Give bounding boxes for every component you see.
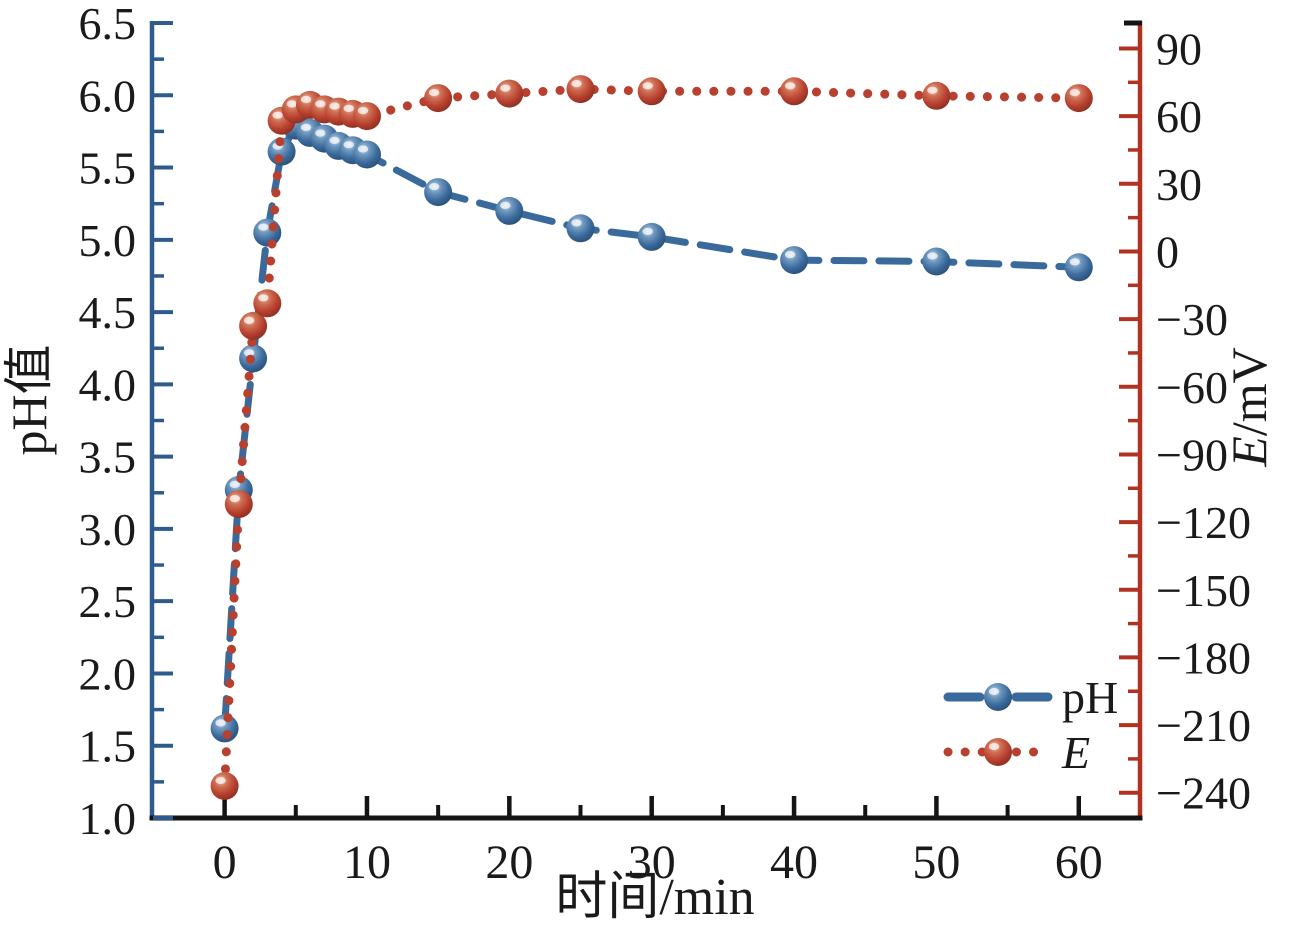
x-axis-title: 时间/min: [555, 869, 754, 926]
ph-series-line: [221, 122, 1083, 732]
legend-ph-marker: [984, 683, 1012, 711]
y-left-tick-label: 1.5: [79, 721, 137, 772]
ph-data-point: [637, 222, 666, 251]
e-series-line: [220, 84, 1084, 791]
e-series-markers: [210, 75, 1093, 800]
x-tick-label: 40: [770, 836, 818, 889]
e-data-point: [1064, 84, 1093, 113]
x-tick-label: 60: [1055, 836, 1103, 889]
e-data-point: [637, 77, 666, 106]
y-right-tick-label: 30: [1156, 159, 1202, 210]
e-data-point: [424, 84, 453, 113]
x-tick-label: 20: [485, 836, 533, 889]
x-tick-label: 0: [213, 836, 237, 889]
e-data-point: [210, 772, 239, 800]
ph-data-point: [780, 246, 809, 275]
ph-data-point: [424, 178, 453, 207]
ph-data-point: [566, 214, 595, 243]
y-right-tick-label: −90: [1156, 429, 1228, 480]
y-right-tick-label: −150: [1156, 565, 1251, 616]
y-left-tick-label: 6.0: [79, 70, 137, 121]
legend-label-ph: pH: [1062, 672, 1118, 723]
y-right-tick-label: −180: [1156, 632, 1251, 683]
y-right-tick-label: −120: [1156, 497, 1251, 548]
y-left-tick-label: 3.0: [79, 504, 137, 555]
ph-data-point: [353, 140, 381, 169]
x-tick-label: 30: [628, 836, 676, 889]
y-left-tick-label: 5.0: [79, 215, 137, 266]
e-data-point: [253, 289, 282, 318]
y-left-tick-label: 2.0: [79, 648, 137, 699]
y-axis-right-title: E/mV: [1221, 347, 1277, 467]
y-left-tick-label: 2.5: [79, 576, 137, 627]
legend-label-e: E: [1061, 727, 1090, 778]
y-right-tick-label: 0: [1156, 226, 1179, 277]
legend-e-marker: [984, 738, 1012, 766]
y-left-tick-label: 5.5: [79, 143, 137, 194]
legend-entry-e: E: [943, 727, 1090, 778]
x-tick-label: 50: [912, 836, 960, 889]
y-left-tick-label: 4.5: [79, 287, 137, 338]
ph-data-point: [495, 196, 524, 225]
y-right-tick-label: −210: [1156, 700, 1251, 751]
y-right-tick-label: −30: [1156, 294, 1228, 345]
ph-data-point: [1064, 253, 1093, 282]
y-right-tick-label: −60: [1156, 362, 1228, 413]
legend: pH E: [943, 672, 1118, 778]
ph-data-point: [922, 247, 951, 276]
y-axis-right-title-italic: E: [1221, 436, 1277, 468]
x-tick-label: 10: [343, 836, 391, 889]
legend-entry-ph: pH: [943, 672, 1118, 723]
y-right-tick-label: −240: [1156, 768, 1251, 819]
y-left-tick-label: 6.5: [79, 0, 137, 49]
e-data-point: [224, 490, 253, 519]
e-data-point: [780, 77, 809, 106]
ph-data-point: [253, 218, 282, 247]
y-left-tick-label: 1.0: [79, 793, 137, 844]
e-data-point: [495, 79, 524, 108]
e-data-point: [353, 102, 381, 131]
y-axis-right-title-rest: /mV: [1221, 347, 1277, 436]
e-data-point: [566, 75, 595, 104]
series: [210, 75, 1093, 800]
y-left-tick-label: 4.0: [79, 359, 137, 410]
y-axis-left-title: pH值: [1, 344, 57, 455]
e-data-point: [922, 81, 951, 110]
y-right-tick-label: 60: [1156, 91, 1202, 142]
axes: 6.5 6.0 5.5 5.0 4.5 4.0 3.5 3.0 2.5 2.0 1.5 1.0 90 60…: [79, 0, 1251, 889]
y-right-tick-label: 90: [1156, 23, 1202, 74]
y-left-tick-label: 3.5: [79, 432, 137, 483]
ph-series-markers: [210, 111, 1093, 743]
